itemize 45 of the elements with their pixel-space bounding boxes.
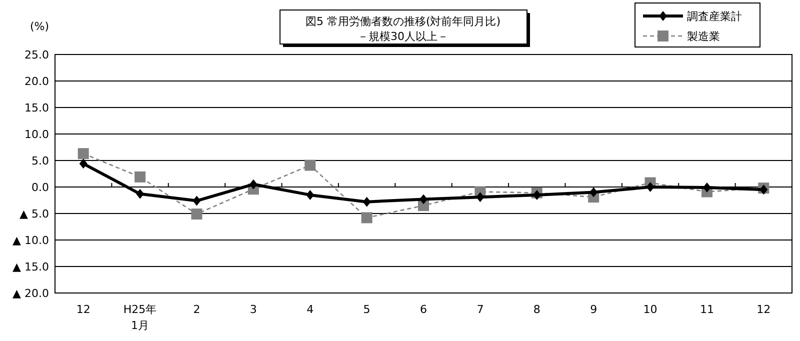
- x-tick-label: 7: [476, 303, 484, 316]
- x-tick-label: 3: [250, 303, 257, 316]
- x-tick-label: 5: [363, 303, 370, 316]
- x-tick-label: 8: [533, 303, 540, 316]
- point: [590, 187, 598, 198]
- y-tick-label: ▲ 10.0: [12, 234, 49, 247]
- chart-title: 図5 常用労働者数の推移(対前年同月比): [305, 15, 501, 28]
- y-tick-label: ▲ 15.0: [12, 260, 49, 274]
- legend-label: 製造業: [687, 30, 720, 43]
- point: [249, 179, 258, 190]
- x-tick-label: 12: [76, 303, 90, 316]
- y-tick-label: ▲ 5.0: [20, 208, 49, 220]
- y-tick-label: 10.0: [24, 128, 49, 141]
- point: [362, 196, 371, 207]
- point: [304, 160, 316, 171]
- x-tick-label: 6: [420, 303, 427, 316]
- point: [136, 188, 144, 199]
- x-tick-label: 12: [756, 303, 771, 316]
- y-tick-label: 15.0: [24, 102, 49, 114]
- point: [420, 194, 428, 204]
- point: [191, 208, 202, 220]
- point: [702, 182, 711, 193]
- x-tick-label: 2: [193, 303, 200, 316]
- point: [78, 148, 89, 160]
- x-tick-label: 4: [306, 303, 314, 316]
- point: [532, 190, 541, 200]
- point: [192, 196, 201, 206]
- point: [476, 192, 484, 202]
- point: [361, 212, 372, 224]
- point: [134, 171, 146, 182]
- y-tick-label: ▲ 20.0: [12, 287, 49, 300]
- x-tick-label: 10: [643, 303, 658, 316]
- point: [306, 190, 314, 200]
- y-tick-label: 0.0: [32, 181, 49, 194]
- x-tick-label: 9: [590, 303, 598, 316]
- y-tick-label: 25.0: [24, 48, 49, 62]
- point: [79, 158, 88, 169]
- legend-label: 調査産業計: [687, 10, 742, 23]
- point: [646, 182, 654, 192]
- x-tick-label: H25年 1月: [123, 303, 157, 332]
- y-axis-title: (%): [30, 20, 50, 33]
- x-tick-label: 11: [700, 303, 714, 316]
- y-tick-label: 5.0: [32, 154, 49, 168]
- chart-subtitle: －規模30人以上－: [358, 30, 448, 43]
- y-tick-label: 20.0: [24, 75, 49, 88]
